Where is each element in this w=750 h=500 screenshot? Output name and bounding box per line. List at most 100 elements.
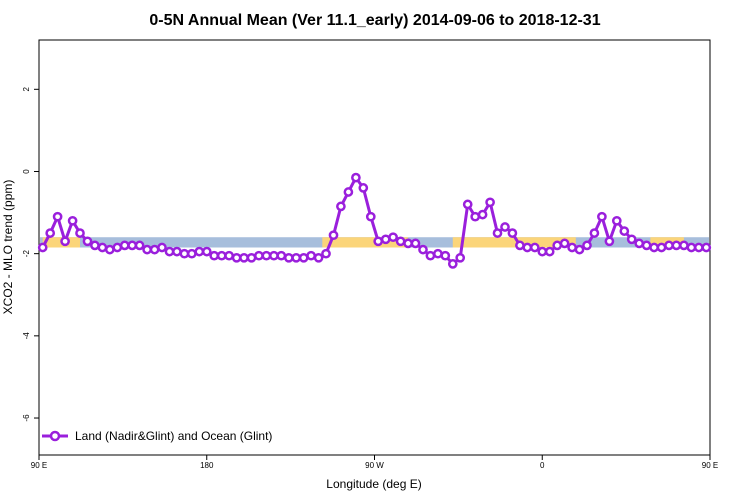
data-point [291, 252, 302, 263]
data-point [507, 228, 518, 238]
data-point [701, 242, 712, 253]
y-tick-label: 0 [22, 169, 31, 174]
data-point [388, 232, 398, 243]
data-point [246, 252, 257, 263]
data-point [425, 250, 436, 261]
data-point [395, 236, 406, 247]
data-point [194, 246, 205, 257]
x-tick-label: 90 E [31, 461, 47, 470]
data-point [313, 252, 324, 263]
data-point [269, 250, 279, 261]
data-point [321, 248, 331, 259]
data-point [693, 242, 704, 253]
data-point [410, 238, 421, 249]
data-point [597, 211, 607, 222]
data-point [671, 240, 682, 251]
data-point [649, 242, 659, 253]
y-tick-label: -6 [22, 414, 31, 422]
data-point [619, 226, 630, 236]
data-point [679, 240, 689, 251]
data-point [157, 242, 167, 253]
data-point [142, 244, 152, 255]
data-point [224, 250, 234, 261]
data-point [589, 228, 600, 238]
data-point [567, 242, 577, 253]
data-point [52, 211, 63, 222]
data-point [186, 248, 197, 259]
data-point [67, 215, 78, 226]
data-point [500, 222, 510, 232]
data-point [515, 240, 525, 251]
data-point [127, 240, 138, 251]
data-point [60, 236, 70, 247]
data-point [112, 242, 123, 253]
x-tick-label: 180 [200, 461, 214, 470]
data-point [134, 240, 145, 251]
y-tick-label: -4 [22, 332, 31, 340]
data-point [209, 250, 220, 261]
data-point [477, 209, 488, 220]
data-point [641, 240, 652, 251]
data-point [239, 252, 249, 263]
data-point [216, 250, 227, 261]
data-point [686, 242, 697, 253]
data-point [104, 244, 115, 255]
data-point [149, 244, 160, 255]
data-point [97, 242, 108, 253]
data-point [343, 187, 354, 197]
data-point [380, 234, 391, 245]
data-point [403, 238, 413, 249]
data-point [559, 238, 570, 249]
legend-marker-swatch [49, 430, 61, 442]
chart-title: 0-5N Annual Mean (Ver 11.1_early) 2014-0… [149, 12, 600, 29]
data-point [45, 228, 56, 238]
data-point [574, 244, 585, 255]
y-tick-label: -2 [22, 250, 31, 258]
data-point [529, 242, 540, 253]
data-point [537, 246, 548, 257]
land-band-segment [322, 237, 409, 248]
data-point [119, 240, 130, 251]
data-point [522, 242, 533, 253]
data-point [172, 246, 182, 257]
data-point [298, 252, 309, 263]
land-band-segment [452, 237, 576, 248]
data-point [626, 234, 637, 245]
data-point [544, 246, 555, 257]
data-point [365, 211, 376, 222]
x-axis-ticks: 90 E 180 90 W 0 90 E [31, 455, 718, 470]
data-point [201, 246, 212, 257]
data-point [552, 240, 563, 251]
y-axis-label: XCO2 - MLO trend (ppm) [1, 180, 15, 315]
data-point [611, 215, 622, 226]
legend-entry-label: Land (Nadir&Glint) and Ocean (Glint) [75, 429, 272, 443]
data-point [328, 230, 339, 241]
data-point [261, 250, 272, 261]
data-point [373, 236, 384, 247]
data-point [179, 248, 190, 259]
data-point [492, 228, 503, 238]
data-point [664, 240, 674, 251]
data-point [656, 242, 667, 253]
data-point [75, 228, 85, 238]
data-point [164, 246, 175, 257]
data-point [82, 236, 93, 247]
data-point [283, 252, 294, 263]
data-point [90, 240, 100, 251]
legend: Land (Nadir&Glint) and Ocean (Glint) [42, 429, 272, 443]
data-point [462, 199, 473, 210]
data-point [582, 240, 592, 251]
x-tick-label: 0 [540, 461, 545, 470]
x-tick-label: 90 W [365, 461, 384, 470]
x-axis-label: Longitude (deg E) [326, 477, 421, 491]
series-line [41, 176, 707, 266]
data-point [440, 250, 451, 261]
data-point [470, 211, 481, 222]
data-point [604, 236, 615, 247]
data-point [306, 250, 316, 261]
y-tick-label: 2 [22, 87, 31, 92]
x-tick-label: 90 E [702, 461, 718, 470]
data-point [418, 244, 428, 255]
data-point [351, 172, 361, 183]
